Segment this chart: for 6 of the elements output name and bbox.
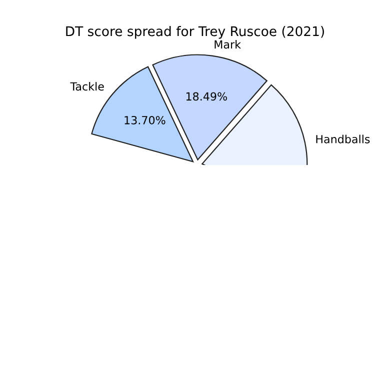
- data-label: 13.70%: [124, 116, 166, 124]
- slice-label: Handballs: [316, 134, 370, 144]
- slice-label: Tackle: [70, 82, 104, 91]
- slice-label: Mark: [214, 40, 241, 49]
- data-label: 18.49%: [186, 92, 227, 101]
- chart-title: DT score spread for Trey Ruscoe (2021): [66, 26, 324, 39]
